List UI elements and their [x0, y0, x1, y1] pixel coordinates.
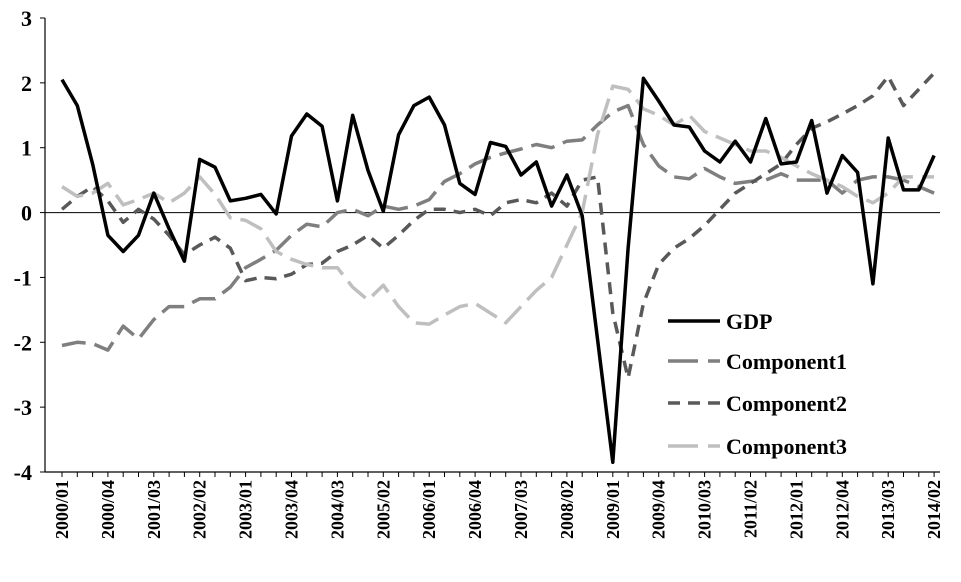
y-tick-label: -1 — [14, 265, 32, 290]
series-line-component1 — [61, 103, 935, 352]
y-tick-label: 1 — [21, 136, 32, 161]
x-tick-label: 2003/04 — [282, 480, 302, 539]
x-tick-label: 2009/01 — [603, 480, 623, 539]
y-tick-label: -2 — [14, 330, 32, 355]
x-tick-label: 2013/03 — [878, 480, 898, 539]
x-tick-label: 2009/04 — [649, 480, 669, 539]
legend-label-component2: Component2 — [726, 391, 847, 416]
x-tick-label: 2000/04 — [98, 480, 118, 539]
x-tick-label: 2006/01 — [419, 480, 439, 539]
x-tick-label: 2011/02 — [741, 480, 761, 538]
x-tick-label: 2004/03 — [327, 480, 347, 539]
y-tick-label: 2 — [21, 71, 32, 96]
x-tick-label: 2006/04 — [465, 480, 485, 539]
legend: GDP Component1 Component2 Component3 — [668, 309, 847, 459]
x-tick-label: 2001/03 — [144, 480, 164, 539]
series-line-component2 — [60, 71, 936, 380]
series-line-gdp — [60, 76, 936, 465]
legend-label-component1: Component1 — [726, 349, 847, 374]
x-tick-label: 2008/02 — [557, 480, 577, 539]
y-tick-label: 0 — [21, 201, 32, 226]
x-tick-label: 2002/02 — [190, 480, 210, 539]
x-tick-label: 2005/02 — [373, 480, 393, 539]
axes-layer: 3 2 1 0 -1 -2 -3 -4 2000/01 2000/04 2001/03 2002/02… — [14, 6, 944, 539]
y-tick-label: -3 — [14, 395, 32, 420]
legend-label-gdp: GDP — [726, 309, 772, 334]
series-layer — [60, 71, 936, 465]
y-tick-label: 3 — [21, 6, 32, 31]
x-tick-label: 2007/03 — [511, 480, 531, 539]
legend-label-component3: Component3 — [726, 434, 847, 459]
y-tick-label: -4 — [14, 460, 32, 485]
x-tick-label: 2003/01 — [236, 480, 256, 539]
x-tick-label: 2010/03 — [695, 480, 715, 539]
x-tick-label: 2000/01 — [52, 480, 72, 539]
x-tick-label: 2014/02 — [924, 480, 944, 539]
x-tick-label: 2012/01 — [786, 480, 806, 539]
x-tick-label: 2012/04 — [832, 480, 852, 539]
